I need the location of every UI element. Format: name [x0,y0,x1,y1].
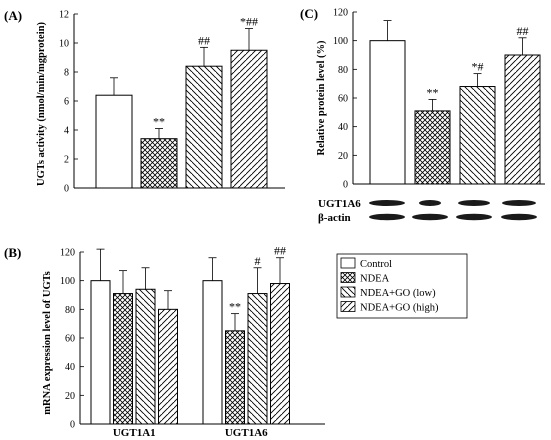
bar [414,110,451,185]
significance-label: # [255,254,261,268]
y-tick-label: 40 [65,362,75,373]
bar [247,293,268,425]
y-tick-label: 0 [343,180,348,191]
y-tick-label: 100 [60,276,75,287]
bar [504,54,541,185]
significance-label: ** [153,115,165,129]
panel-a: (A) UGTs activity (nmol/min/mgprotein) 0… [4,8,285,195]
y-tick-label: 60 [65,334,75,345]
bar [113,293,133,425]
y-tick-label: 60 [338,94,348,105]
panel-a-label: (A) [4,8,22,23]
y-tick-label: 6 [64,97,69,108]
panel-c-label: (C) [300,6,318,21]
bar [95,94,133,189]
y-tick-label: 2 [64,155,69,166]
bar [158,308,178,425]
y-tick-label: 10 [59,39,69,50]
y-tick-label: 100 [333,36,348,47]
y-tick-label: 4 [64,126,69,137]
legend-swatch [340,272,356,283]
blot-band-ugt1a6 [369,200,405,206]
significance-label: ## [517,24,529,38]
blot-band-beta-actin [456,213,492,221]
legend-label: NDEA [360,274,390,285]
y-tick-label: 80 [338,65,348,76]
panel-b: (B) mRNA expression level of UGTs 0 20 40 6… [4,244,325,439]
bar [202,280,223,425]
blot-label-ugt1a6: UGT1A6 [318,198,361,210]
bar [90,280,111,425]
bar [135,288,156,425]
x-category-label: UGT1A6 [225,427,268,439]
legend-label: NDEA+GO (low) [360,288,436,299]
panel-c: (C) Relative protein level (%) 0 20 40 60 80… [300,6,545,224]
y-tick-label: 40 [338,122,348,133]
significance-label: *## [240,15,258,29]
y-tick-label: 20 [338,151,348,162]
legend-swatch [340,301,356,312]
blot-band-ugt1a6 [458,200,490,206]
legend-swatch [340,257,356,269]
blot-band-ugt1a6 [502,200,536,206]
bar [369,40,406,185]
bar [459,86,496,185]
y-tick-label: 80 [65,305,75,316]
legend-label: NDEA+GO (high) [360,303,439,314]
significance-label: *# [472,60,484,74]
legend-box [336,253,468,319]
panel-b-y-axis-title: mRNA expression level of UGTs [42,271,53,415]
panel-b-label: (B) [4,245,21,260]
y-tick-label: 120 [333,8,348,19]
y-tick-label: 120 [60,248,75,259]
bar [270,283,290,425]
y-tick-label: 8 [64,68,69,79]
bar [185,65,223,189]
bar [140,138,178,189]
blot-band-beta-actin [412,213,448,221]
x-category-label: UGT1A1 [113,427,156,439]
y-tick-label: 20 [65,391,75,402]
y-tick-label: 0 [70,420,75,431]
panel-c-y-axis-title: Relative protein level (%) [316,40,327,155]
y-tick-label: 12 [59,10,69,21]
blot-band-beta-actin [501,213,537,221]
legend-label: Control [360,259,392,270]
blot-label-beta-actin: β-actin [318,212,351,224]
bar [230,49,268,189]
panel-a-y-axis-title: UGTs activity (nmol/min/mgprotein) [36,22,47,186]
blot-band-ugt1a6 [419,200,441,206]
significance-label: ** [229,300,241,314]
y-tick-label: 0 [64,184,69,195]
significance-label: ## [274,244,286,258]
bar [225,330,245,425]
western-blot: UGT1A6 β-actin [318,198,537,224]
legend-swatch [340,286,356,298]
significance-label: ## [198,33,210,47]
significance-label: ** [427,85,439,99]
legend: Control NDEA NDEA+GO (low) NDEA+GO (high) [336,253,468,319]
blot-band-beta-actin [369,213,405,221]
